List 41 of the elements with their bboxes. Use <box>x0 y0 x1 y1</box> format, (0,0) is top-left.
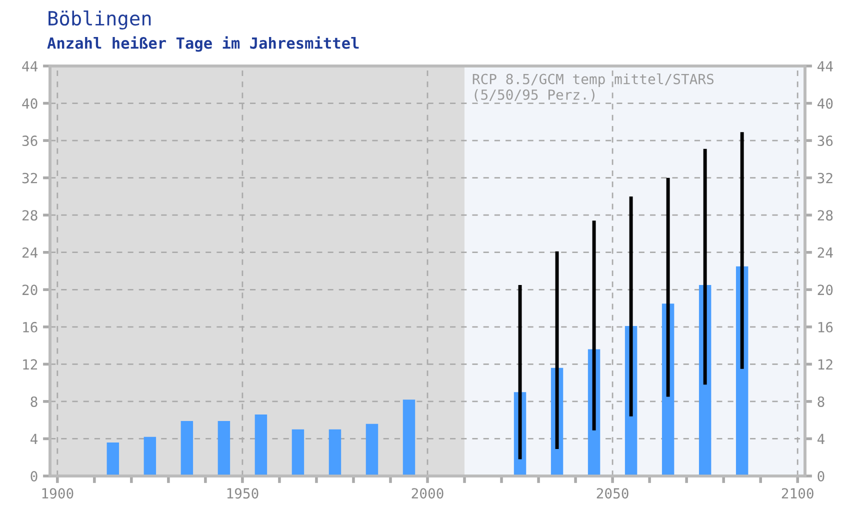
y2-tick-label: 36 <box>818 136 833 146</box>
y2-tick-label: 20 <box>818 284 833 296</box>
bar <box>106 442 120 476</box>
y2-tick-label: 12 <box>818 359 832 370</box>
y-tick-label: 24 <box>22 247 38 258</box>
bar <box>218 421 230 476</box>
x-tick-label: 2000 <box>412 488 444 499</box>
y2-tick-label: 40 <box>818 98 833 109</box>
bar <box>144 436 156 476</box>
y-tick-label: 8 <box>30 396 38 407</box>
annotation: RCP 8.5/GCM temp mittel/STARS (5/50/95 Perz.) <box>472 73 714 102</box>
x-tick-label: 2100 <box>782 488 814 499</box>
bar <box>292 429 304 476</box>
y2-tick-label: 24 <box>818 247 833 258</box>
bar <box>180 421 194 476</box>
y2-tick-label: 28 <box>818 210 833 221</box>
bar <box>366 424 378 476</box>
bar <box>254 414 268 476</box>
x-tick-label: 2050 <box>596 488 628 499</box>
y-tick-label: 40 <box>22 98 38 109</box>
y-tick-label: 12 <box>23 359 38 370</box>
y-tick-label: 0 <box>30 471 38 482</box>
y2-tick-label: 0 <box>818 471 824 482</box>
y-tick-label: 16 <box>23 322 38 332</box>
y-tick-label: 32 <box>22 172 38 184</box>
y2-tick-label: 44 <box>818 61 833 72</box>
y2-tick-label: 8 <box>818 396 824 407</box>
y-tick-label: 28 <box>22 210 38 221</box>
y2-tick-label: 16 <box>818 322 833 332</box>
y-tick-label: 4 <box>30 434 38 444</box>
chart-subtitle: Anzahl heißer Tage im Jahresmittel <box>47 36 359 52</box>
chart-title: Böblingen <box>48 10 151 30</box>
x-tick-label: 1900 <box>42 488 74 499</box>
y2-tick-label: 32 <box>818 172 832 184</box>
bar <box>402 400 416 476</box>
bar <box>328 429 342 476</box>
y-tick-label: 36 <box>22 136 38 146</box>
y-tick-label: 20 <box>22 284 38 296</box>
y2-tick-label: 4 <box>818 434 825 444</box>
y-tick-label: 44 <box>22 61 38 72</box>
x-tick-label: 1950 <box>227 488 258 499</box>
